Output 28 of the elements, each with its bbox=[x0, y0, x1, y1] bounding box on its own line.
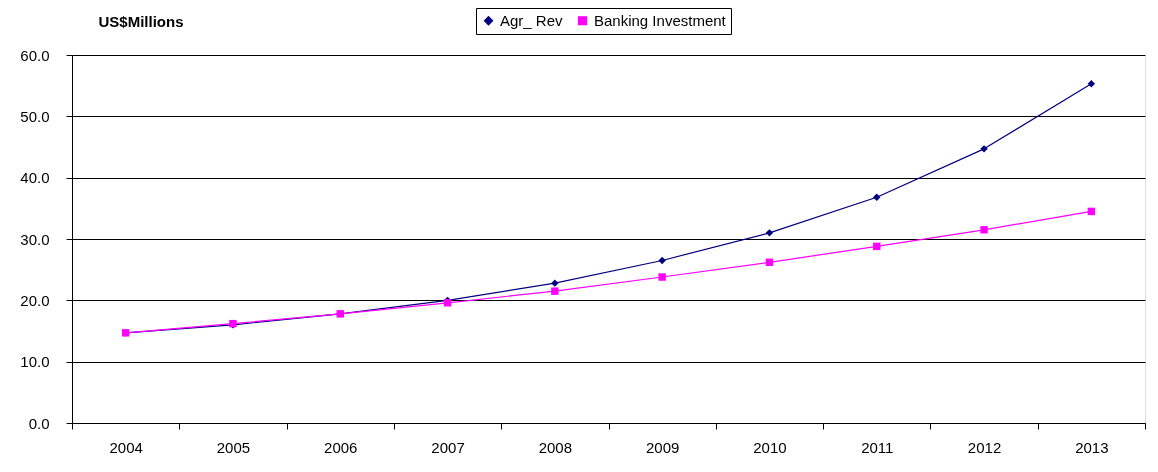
legend-label: Banking Investment bbox=[594, 11, 727, 29]
y-tick-label: 40.0 bbox=[20, 169, 50, 187]
y-tick-label: 50.0 bbox=[20, 107, 50, 125]
point bbox=[1087, 80, 1096, 88]
legend-label: Agr_ Rev bbox=[500, 11, 564, 29]
y-tick-label: 10.0 bbox=[20, 353, 50, 371]
point bbox=[551, 279, 559, 287]
x-tick-label: 2008 bbox=[538, 438, 573, 456]
x-tick-label: 2011 bbox=[861, 438, 894, 456]
point bbox=[658, 256, 666, 265]
x-tick-label: 2009 bbox=[645, 438, 680, 456]
y-tick-label: 0.0 bbox=[28, 414, 50, 432]
point bbox=[873, 193, 881, 201]
x-tick-label: 2012 bbox=[967, 438, 1002, 456]
point bbox=[551, 287, 559, 295]
point bbox=[765, 229, 774, 237]
y-tick-label: 20.0 bbox=[20, 291, 50, 309]
x-tick-label: 2010 bbox=[753, 438, 787, 456]
y-tick-label: 60.0 bbox=[20, 46, 50, 64]
y-tick-label: 30.0 bbox=[20, 230, 50, 248]
x-tick-label: 2005 bbox=[216, 438, 251, 456]
x-tick-label: 2007 bbox=[431, 438, 465, 456]
x-tick-label: 2006 bbox=[324, 438, 358, 456]
x-tick-label: 2004 bbox=[109, 438, 143, 456]
y-axis-title: US$Millions bbox=[98, 12, 184, 30]
point bbox=[658, 273, 666, 281]
point bbox=[980, 226, 988, 234]
x-tick-label: 2013 bbox=[1075, 438, 1109, 456]
